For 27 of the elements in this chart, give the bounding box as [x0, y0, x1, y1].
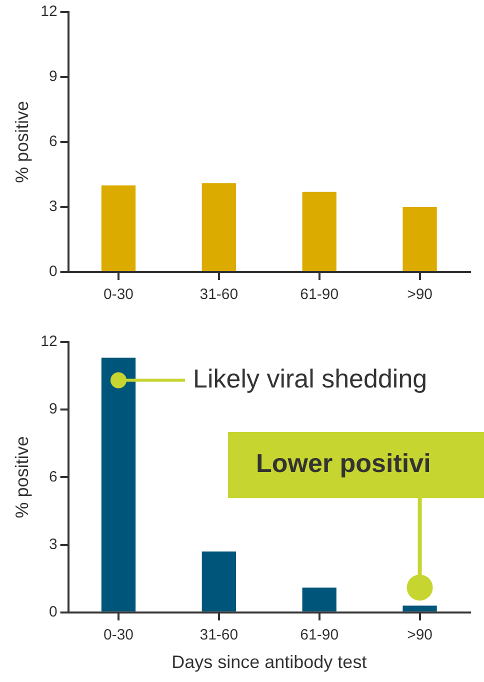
y-tick-label: 3	[48, 198, 58, 216]
y-tick-label: 6	[48, 133, 58, 150]
y-tick-label: 12	[40, 3, 58, 20]
bar	[302, 588, 336, 612]
y-tick-label: 9	[48, 400, 58, 418]
y-tick-label: 0	[48, 604, 58, 621]
x-tick-label: 61-90	[300, 286, 339, 304]
x-tick-label: 61-90	[300, 626, 339, 644]
y-tick-label: 3	[48, 536, 58, 553]
x-tick-label: 31-60	[200, 626, 238, 644]
x-tick-label: 0-30	[103, 626, 134, 644]
y-tick-label: 9	[48, 68, 58, 86]
y-tick-label: 0	[48, 263, 58, 280]
y-axis-title: % positive	[12, 436, 32, 518]
x-tick-label: 0-30	[103, 286, 134, 304]
x-axis-title: Days since antibody test	[172, 652, 367, 672]
bar	[101, 358, 136, 612]
annotation: Likely viral shedding	[193, 363, 428, 394]
y-tick-label: 6	[48, 468, 58, 486]
y-axis-title: % positive	[12, 100, 32, 184]
x-tick-label: >90	[407, 626, 433, 644]
y-tick-label: 12	[40, 333, 58, 350]
annotation: Lower positivi	[256, 448, 431, 478]
bar	[402, 606, 437, 612]
x-tick-label: >90	[407, 286, 433, 304]
x-tick-label: 31-60	[200, 286, 238, 304]
bar	[202, 552, 236, 612]
